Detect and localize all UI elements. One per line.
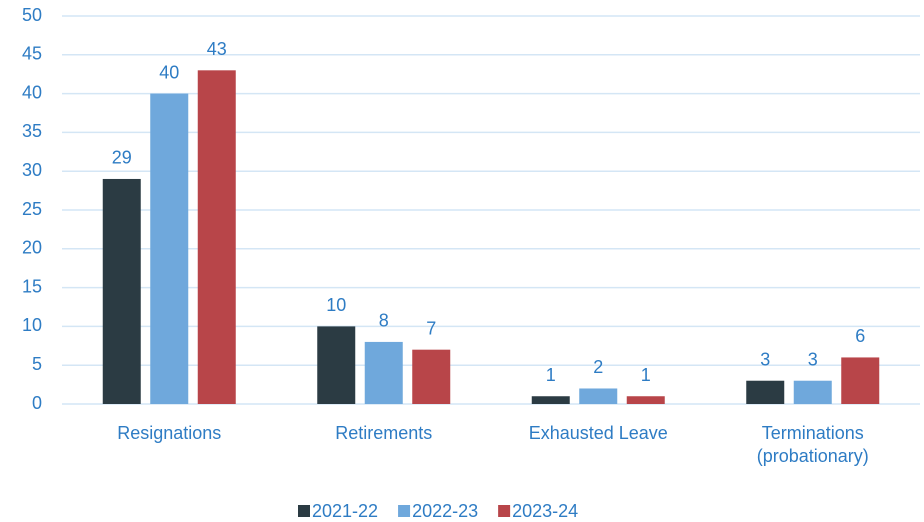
data-label: 40 [159,62,179,82]
x-tick-label: Resignations [117,423,221,443]
y-tick-label: 30 [22,160,42,180]
y-tick-label: 35 [22,121,42,141]
bar [150,93,189,404]
x-tick-label: Retirements [335,423,432,443]
bar [793,380,832,404]
y-tick-label: 0 [32,393,42,413]
y-tick-label: 45 [22,44,42,64]
bar [626,396,665,404]
data-label: 10 [326,295,346,315]
data-label: 1 [546,365,556,385]
data-label: 7 [426,318,436,338]
x-tick-label-line: (probationary) [757,446,869,466]
y-tick-label: 50 [22,5,42,25]
bar [364,341,403,404]
legend-swatch [498,505,511,517]
y-tick-label: 5 [32,354,42,374]
data-label: 29 [112,148,132,168]
y-tick-label: 15 [22,276,42,296]
y-tick-label: 40 [22,82,42,102]
bar [841,357,880,404]
bar [317,326,356,404]
bar [579,388,618,404]
y-tick-label: 10 [22,315,42,335]
bar [412,349,451,404]
data-label: 8 [379,311,389,331]
x-tick-label: Terminations (probationary) [757,423,869,466]
bar [197,70,236,404]
x-tick-label: Exhausted Leave [529,423,668,443]
legend-swatch [298,505,310,517]
data-label: 2 [593,357,603,377]
bar [531,396,570,404]
data-label: 43 [207,39,227,59]
legend-label: 2022-23 [412,501,478,521]
legend-label: 2021-22 [312,501,378,521]
bar [746,380,785,404]
y-tick-label: 25 [22,199,42,219]
legend-label: 2023-24 [512,501,578,521]
data-label: 1 [641,365,651,385]
y-tick-label: 20 [22,238,42,258]
legend-swatch [398,505,411,517]
data-label: 3 [760,349,770,369]
data-label: 3 [808,349,818,369]
data-label: 6 [855,326,865,346]
x-tick-label-line: Terminations [762,423,864,443]
bar [102,178,141,404]
